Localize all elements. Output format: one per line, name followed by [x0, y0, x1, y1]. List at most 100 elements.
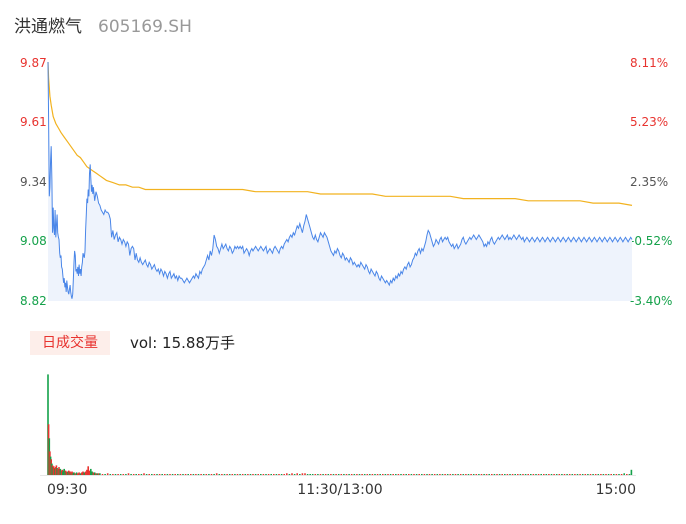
volume-bar: [314, 474, 317, 475]
volume-bar: [548, 474, 550, 475]
volume-bar: [236, 474, 239, 475]
volume-bar: [485, 474, 488, 475]
volume-bar: [415, 474, 418, 475]
volume-bar: [88, 470, 91, 475]
volume-bar: [228, 474, 231, 475]
volume-bar: [317, 474, 319, 475]
volume-bar: [395, 474, 397, 475]
volume-bar: [148, 474, 150, 475]
volume-bar: [343, 474, 345, 475]
volume-bar: [501, 474, 503, 475]
volume-bar: [353, 474, 356, 475]
y-right-tick-1: 5.23%: [630, 115, 669, 129]
volume-bar: [91, 471, 93, 475]
volume-bar: [623, 473, 625, 476]
volume-bar: [291, 473, 293, 476]
volume-bar: [605, 474, 607, 475]
y-left-tick-1: 9.61: [20, 115, 47, 129]
y-right-tick-2: 2.35%: [630, 175, 669, 189]
volume-bar: [192, 474, 195, 475]
volume-bar: [543, 474, 545, 475]
volume-bar: [74, 473, 77, 476]
volume-bar: [600, 474, 602, 475]
volume-bar: [493, 474, 496, 475]
volume-bar: [112, 474, 114, 475]
volume-bar: [145, 474, 148, 475]
volume-bar: [151, 474, 153, 475]
volume-bar: [265, 474, 267, 475]
volume-bar: [184, 474, 187, 475]
volume-bar: [470, 474, 472, 475]
volume-bar: [158, 474, 161, 475]
volume-bar: [309, 474, 311, 475]
volume-bar: [405, 474, 407, 475]
volume-bar: [579, 474, 581, 475]
volume-bar: [223, 474, 226, 475]
volume-bar: [483, 474, 485, 475]
volume-bar: [358, 474, 361, 475]
volume-bar: [99, 473, 101, 476]
volume-bar: [190, 474, 192, 475]
volume-bar: [581, 474, 584, 475]
volume-bar: [467, 474, 470, 475]
volume-bar: [584, 474, 587, 475]
volume-bar: [366, 474, 369, 475]
volume-bar: [106, 473, 109, 476]
volume-bar: [524, 474, 527, 475]
volume-bar: [140, 474, 143, 475]
volume-bar: [363, 474, 366, 475]
volume-bar: [79, 473, 82, 476]
volume-bar: [286, 473, 288, 476]
volume-bar: [496, 474, 498, 475]
volume-bar: [169, 474, 171, 475]
volume-bar: [592, 474, 594, 475]
volume-bar: [527, 474, 529, 475]
volume-bar: [454, 474, 457, 475]
volume-bar: [293, 474, 296, 475]
volume-bar: [535, 474, 537, 475]
volume-bar: [283, 474, 285, 475]
volume-bar: [239, 474, 241, 475]
volume-bar: [340, 474, 343, 475]
volume-panel: [40, 374, 636, 476]
volume-bar: [607, 474, 610, 475]
volume-bar: [550, 474, 553, 475]
volume-bar: [449, 474, 452, 475]
volume-bar: [540, 474, 542, 475]
stock-header: 洪通燃气 605169.SH: [14, 12, 192, 40]
volume-bar: [504, 474, 506, 475]
volume-bar: [369, 474, 371, 475]
volume-bar: [488, 474, 490, 475]
volume-bar: [594, 474, 597, 475]
volume-bar: [530, 474, 532, 475]
volume-bar: [345, 474, 348, 475]
volume-bar: [335, 474, 337, 475]
volume-bar: [444, 474, 446, 475]
volume-bar: [95, 473, 97, 476]
volume-bar: [226, 474, 228, 475]
volume-bar: [537, 474, 540, 475]
volume-tag: 日成交量: [30, 331, 110, 355]
volume-bar: [205, 474, 208, 475]
volume-bar: [171, 474, 174, 475]
volume-bar: [545, 474, 548, 475]
volume-bar: [119, 474, 122, 475]
volume-bar: [348, 474, 350, 475]
volume-bar: [127, 473, 130, 476]
volume-bar: [104, 474, 106, 475]
volume-bar: [379, 474, 381, 475]
stock-code: 605169.SH: [98, 17, 192, 37]
volume-bar: [613, 474, 615, 475]
volume-bar: [260, 474, 262, 475]
volume-bar: [257, 474, 259, 475]
x-tick-open: 09:30: [47, 482, 87, 498]
volume-bar: [571, 474, 574, 475]
volume-bar: [122, 474, 125, 475]
volume-bar: [322, 474, 324, 475]
volume-bar: [618, 474, 620, 475]
volume-bar: [421, 474, 423, 475]
volume-bar: [587, 474, 589, 475]
volume-bar: [93, 472, 96, 475]
volume-bar: [418, 474, 420, 475]
volume-bar: [161, 474, 163, 475]
